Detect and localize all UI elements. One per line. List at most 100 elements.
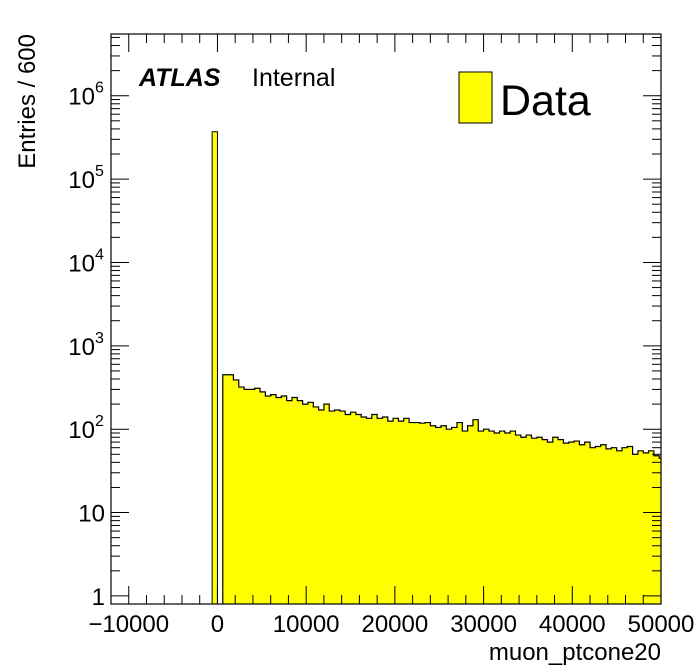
histogram-bar (345, 414, 351, 604)
histogram-bar (478, 431, 484, 604)
histogram-bar (611, 447, 618, 604)
atlas-label: ATLAS (138, 64, 221, 92)
y-tick-label: 10 (68, 417, 95, 444)
histogram-bar (350, 412, 357, 604)
histogram-bar (510, 431, 516, 604)
x-tick-label: −10000 (88, 611, 169, 638)
histogram-bar (286, 400, 293, 604)
histogram-bar (244, 389, 250, 604)
y-tick-exponent: 4 (95, 246, 104, 263)
histogram-bar (494, 433, 500, 604)
histogram-bar (472, 419, 479, 604)
histogram-bar (574, 441, 580, 604)
histogram-bar (579, 444, 586, 604)
histogram-bar (260, 391, 266, 604)
x-tick-label: 40000 (539, 611, 606, 638)
histogram-bar (451, 427, 458, 604)
histogram-bar (265, 396, 272, 604)
histogram-bar (222, 374, 229, 604)
histogram-bar (377, 418, 383, 604)
y-tick-label: 10 (68, 334, 95, 361)
histogram-bar (558, 439, 564, 604)
histogram-bar (313, 406, 319, 604)
histogram-bar (483, 429, 490, 604)
histogram-bar (595, 446, 602, 604)
ticks-group (110, 34, 662, 604)
histogram-bar (409, 422, 415, 604)
histogram-bar (228, 374, 234, 604)
histogram-bar (648, 450, 655, 604)
histogram-bar (339, 411, 346, 604)
y-tick-label: 10 (68, 250, 95, 277)
legend-group: Data (458, 71, 591, 125)
histogram-bar (233, 379, 240, 604)
histogram-bar (563, 443, 570, 604)
histogram-bar (419, 423, 426, 604)
histogram-bar (435, 427, 442, 604)
histogram-bar (526, 435, 532, 604)
x-tick-label: 50000 (628, 611, 695, 638)
y-tick-exponent: 6 (95, 80, 104, 97)
histogram-bar (276, 397, 282, 604)
legend-swatch (458, 71, 493, 124)
histogram-bar (467, 425, 474, 604)
histogram-bar (515, 435, 522, 604)
histogram-bar (456, 422, 463, 604)
histogram-bar (488, 431, 495, 604)
histogram-bar (238, 387, 245, 604)
axes-group (110, 33, 662, 605)
histogram-bar (606, 448, 612, 604)
y-tick-label: 1 (92, 584, 105, 611)
histogram-bar (430, 425, 437, 604)
histogram-bar (568, 442, 575, 604)
y-axis-title: Entries / 600 (14, 34, 41, 169)
histogram-bar (632, 454, 639, 604)
histogram-bar (270, 394, 277, 604)
y-tick-label: 10 (68, 167, 95, 194)
spike-bar (211, 131, 218, 605)
histogram-bar (334, 409, 341, 604)
histogram-bar (323, 404, 330, 604)
histogram-bar (504, 433, 511, 604)
histogram-bar (590, 447, 596, 604)
histogram-bar (499, 431, 506, 604)
histogram-bar (355, 414, 362, 604)
internal-label: Internal (252, 64, 335, 92)
x-tick-label: 10000 (273, 611, 340, 638)
histogram-bar (536, 437, 543, 604)
histogram-bar (249, 389, 256, 604)
legend-label: Data (500, 77, 591, 125)
data-fill-group (211, 131, 662, 605)
histogram-bar (531, 438, 538, 604)
histogram-bar (329, 411, 335, 604)
histogram-bar (318, 409, 325, 604)
histogram-bar (616, 450, 623, 604)
histogram-bar (297, 400, 304, 604)
histogram-bar (361, 417, 367, 604)
histogram-bar (600, 444, 607, 604)
histogram-bar (307, 402, 314, 604)
y-tick-label: 10 (78, 501, 105, 528)
histogram-bar (281, 396, 288, 604)
histogram-bar (414, 422, 421, 604)
x-tick-label: 20000 (361, 611, 428, 638)
histogram-bar (621, 447, 628, 604)
y-tick-exponent: 3 (95, 330, 104, 347)
histogram-bar (393, 418, 399, 604)
histogram-bar (542, 439, 548, 604)
histogram-bar (302, 404, 309, 604)
histogram-bar (366, 418, 373, 604)
histogram-bar (403, 418, 410, 604)
histogram-bar (520, 437, 527, 604)
x-tick-label: 30000 (450, 611, 517, 638)
histogram-bar (653, 455, 660, 604)
y-tick-exponent: 5 (95, 163, 104, 180)
x-axis-title: muon_ptcone20 (489, 639, 661, 666)
histogram-bar (387, 421, 394, 604)
y-tick-label: 10 (68, 84, 95, 111)
histogram-bar (584, 442, 591, 604)
histogram-bar (398, 421, 405, 604)
